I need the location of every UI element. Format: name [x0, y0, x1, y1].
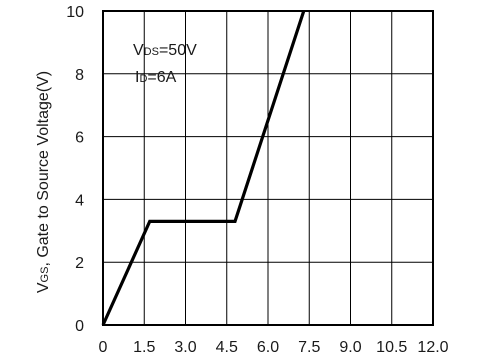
y-tick-label: 10 — [66, 4, 84, 21]
x-tick-label: 0 — [99, 339, 108, 356]
x-tick-label: 10.5 — [376, 339, 407, 356]
annotation-id-sub: D — [139, 73, 147, 85]
y-axis-label: VGS, Gate to Source Voltage(V) — [35, 71, 52, 293]
y-tick-label: 4 — [75, 192, 84, 209]
annotation-vds: VDS=50V — [133, 42, 197, 59]
y-tick-label: 8 — [75, 67, 84, 84]
annotation-vds-main: V — [133, 42, 144, 59]
annotation-vds-rest: =50V — [159, 42, 197, 59]
y-tick-label: 6 — [75, 130, 84, 147]
y-tick-label: 0 — [75, 318, 84, 335]
x-tick-label: 1.5 — [133, 339, 155, 356]
y-axis-label-sub: GS — [39, 267, 51, 283]
series-line — [101, 10, 306, 326]
plot-frame — [102, 10, 434, 326]
x-tick-label: 7.5 — [298, 339, 320, 356]
annotation-id: ID=6A — [135, 69, 177, 86]
x-tick-label: 4.5 — [216, 339, 238, 356]
x-tick-label: 9.0 — [339, 339, 361, 356]
grid — [103, 11, 433, 325]
annotation-id-main: I — [135, 69, 139, 86]
y-tick-label: 2 — [75, 255, 84, 272]
annotation-vds-sub: DS — [144, 46, 159, 58]
y-axis-label-main: V — [35, 282, 52, 293]
x-tick-label: 6.0 — [257, 339, 279, 356]
x-tick-label: 12.0 — [417, 339, 448, 356]
y-axis-label-rest: , Gate to Source Voltage(V) — [35, 71, 52, 267]
tick-labels: 0 1.5 3.0 4.5 6.0 7.5 9.0 10.5 12.0 0 2 4 6 8 10 — [66, 4, 448, 356]
x-tick-label: 3.0 — [174, 339, 196, 356]
series-layer — [101, 10, 306, 326]
annotation-id-rest: =6A — [147, 69, 176, 86]
